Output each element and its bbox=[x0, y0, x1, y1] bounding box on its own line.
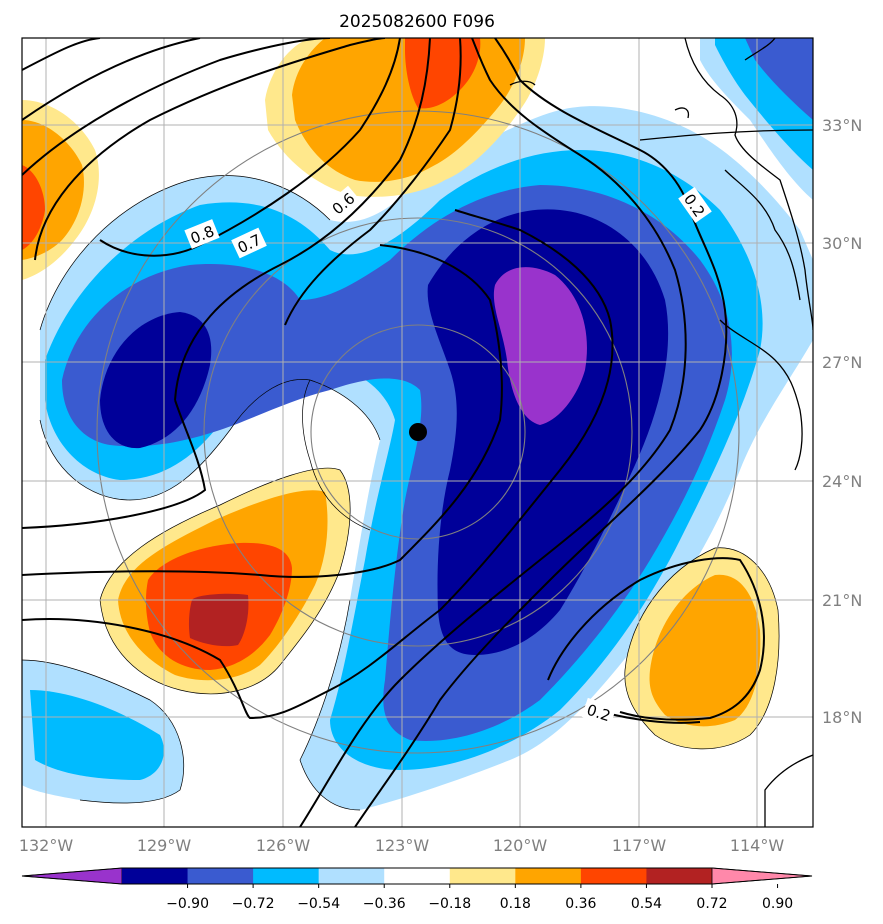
shading-pos-054-w bbox=[22, 165, 45, 250]
shading-neg-072-main bbox=[427, 209, 669, 655]
colorbar: −0.90 −0.72 −0.54 −0.36 −0.18 0.18 0.36 0.54 0.7… bbox=[21, 867, 813, 912]
colorbar-tick-label: −0.18 bbox=[428, 896, 471, 912]
coastline bbox=[509, 38, 813, 827]
colorbar-segment bbox=[515, 868, 582, 884]
colorbar-tick-label: −0.54 bbox=[297, 896, 340, 912]
colorbar-segment bbox=[318, 868, 385, 884]
storm-center-marker bbox=[409, 423, 427, 441]
lat-tick-label: 21°N bbox=[822, 591, 862, 610]
colorbar-extend-low bbox=[21, 867, 123, 885]
lat-tick-label: 24°N bbox=[822, 472, 862, 491]
colorbar-segment bbox=[253, 868, 320, 884]
colorbar-outline bbox=[21, 867, 813, 885]
lon-tick-label: 120°W bbox=[493, 836, 548, 855]
map-title: 2025082600 F096 bbox=[339, 12, 495, 32]
colorbar-tick-label: 0.72 bbox=[696, 896, 727, 912]
shading-pos-072-sw bbox=[188, 593, 249, 647]
lat-tick-label: 27°N bbox=[822, 353, 862, 372]
lat-tick-label: 18°N bbox=[822, 708, 862, 727]
shading-neg-054-ne bbox=[745, 38, 813, 120]
contour-labels: 0.8 0.7 0.6 0.2 0.2 bbox=[184, 185, 712, 727]
lon-tick-label: 117°W bbox=[612, 836, 667, 855]
colorbar-tick-label: −0.36 bbox=[363, 896, 406, 912]
lon-tick-label: 132°W bbox=[19, 836, 74, 855]
colorbar-tick-label: −0.72 bbox=[232, 896, 275, 912]
lon-tick-label: 114°W bbox=[730, 836, 785, 855]
shading-outlines bbox=[22, 175, 780, 811]
map-frame bbox=[21, 37, 814, 828]
colorbar-tick-label: 0.36 bbox=[565, 896, 596, 912]
lon-axis: 132°W 129°W 126°W 123°W 120°W 117°W 114°… bbox=[19, 836, 785, 855]
colorbar-segment bbox=[646, 868, 713, 884]
colorbar-segment bbox=[580, 868, 647, 884]
lat-axis: 33°N 30°N 27°N 24°N 21°N 18°N bbox=[822, 116, 862, 727]
colorbar-tick-label: −0.90 bbox=[166, 896, 209, 912]
map-area: 0.8 0.7 0.6 0.2 0.2 bbox=[22, 38, 813, 827]
graticule bbox=[22, 38, 813, 827]
lon-tick-label: 123°W bbox=[375, 836, 430, 855]
colorbar-extend-high bbox=[711, 867, 813, 885]
lat-tick-label: 30°N bbox=[822, 234, 862, 253]
shading-pos-036-se bbox=[649, 574, 761, 727]
lon-tick-label: 129°W bbox=[137, 836, 192, 855]
contour-lines bbox=[22, 38, 765, 827]
colorbar-segment bbox=[384, 868, 451, 884]
shading-neg-072 bbox=[100, 312, 212, 449]
colorbar-segment bbox=[449, 868, 516, 884]
shading-neg-036-sw bbox=[30, 690, 164, 780]
colorbar-tick-label: 0.54 bbox=[631, 896, 662, 912]
colorbar-tick-label: 0.90 bbox=[762, 896, 793, 912]
colorbar-segment bbox=[187, 868, 254, 884]
lon-tick-label: 126°W bbox=[256, 836, 311, 855]
colorbar-tick-label: 0.18 bbox=[500, 896, 531, 912]
shading-neg-090 bbox=[493, 267, 587, 425]
colorbar-segment bbox=[122, 868, 189, 884]
lat-tick-label: 33°N bbox=[822, 116, 862, 135]
